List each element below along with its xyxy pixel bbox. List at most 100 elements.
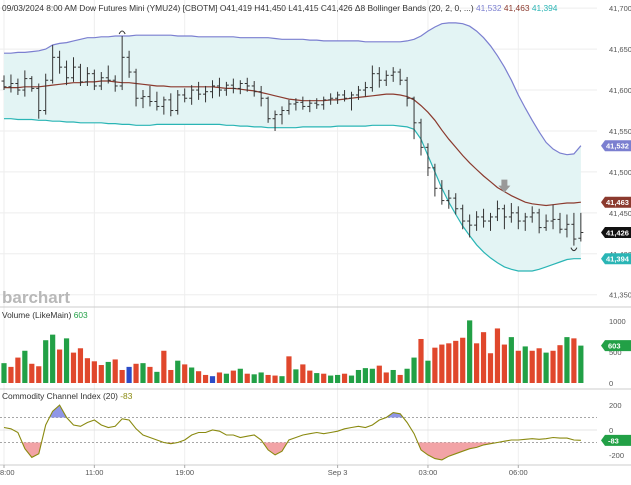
price-badge: 41,426 — [601, 227, 631, 239]
volume-bar — [341, 373, 348, 383]
volume-bar — [147, 366, 153, 383]
volume-bar — [362, 368, 368, 383]
ohlc-bar — [126, 50, 132, 78]
ohlc-bar — [189, 85, 195, 105]
x-tick-label: 06:00 — [509, 468, 528, 477]
volume-bar — [265, 374, 271, 383]
bollinger-upper-line — [4, 22, 582, 156]
volume-bar — [487, 353, 494, 383]
ohlc-bar — [29, 76, 35, 92]
volume-bar — [453, 340, 459, 383]
volume-bar — [578, 345, 584, 383]
ohlc-bar — [453, 193, 459, 215]
price-badge: 41,394 — [601, 253, 631, 265]
volume-bar — [536, 348, 542, 383]
volume-bar — [272, 375, 278, 383]
volume-bar — [501, 344, 507, 383]
ohlc-bar — [105, 65, 111, 84]
ohlc-bar — [8, 74, 14, 93]
volume-bar — [515, 350, 521, 383]
ohlc-bar — [362, 81, 368, 97]
bollinger-lower-line — [4, 118, 581, 272]
volume-bar — [105, 361, 111, 383]
ohlc-bar — [64, 60, 70, 86]
ohlc-bar — [543, 214, 549, 231]
volume-bar — [126, 366, 132, 383]
volume-bar — [209, 376, 216, 383]
price-badge: 41,532 — [601, 140, 631, 152]
header-middle-value: 41,463 — [504, 3, 532, 13]
ohlc-bar — [196, 81, 202, 100]
volume-bar — [571, 338, 577, 383]
volume-bar — [293, 369, 299, 383]
ohlc-bar — [328, 93, 334, 105]
volume-bar — [286, 356, 292, 383]
cci-tick-label: 0 — [609, 426, 613, 435]
ohlc-bar — [50, 45, 56, 84]
price-tick-label: 41,550 — [609, 127, 631, 136]
cci-oversold-fill — [22, 442, 42, 458]
cci-overbought-fill — [49, 405, 67, 418]
ohlc-bar — [383, 70, 389, 86]
volume-bar — [390, 369, 396, 383]
ohlc-bar — [22, 70, 28, 97]
price-tick-label: 41,450 — [609, 209, 631, 218]
ohlc-bar — [140, 90, 146, 109]
volume-bar — [355, 369, 362, 383]
swing-low-marker — [570, 247, 578, 252]
cci-badge-label: -83 — [608, 436, 619, 445]
volume-bar — [230, 370, 236, 383]
ohlc-bar — [369, 65, 375, 92]
cci-badge: -83 — [601, 434, 631, 446]
x-tick-label: Sep 3 — [328, 468, 348, 477]
volume-bar — [8, 366, 14, 383]
bollinger-band-fill — [4, 22, 581, 272]
bollinger-middle-line — [4, 80, 581, 207]
volume-bar — [348, 375, 355, 383]
volume-bar — [57, 349, 63, 383]
cci-panel: Commodity Channel Index (20) -83 — [0, 391, 597, 461]
ohlc-bar — [1, 75, 7, 91]
volume-bar — [397, 374, 403, 383]
ohlc-bar — [335, 91, 341, 104]
ohlc-bar — [501, 204, 507, 230]
volume-bar — [91, 361, 97, 383]
volume-bar — [112, 359, 118, 383]
ohlc-bar — [161, 96, 167, 115]
volume-bar — [369, 368, 375, 383]
volume-bar — [202, 374, 209, 383]
volume-bar — [383, 372, 389, 383]
ohlc-bar — [474, 211, 480, 231]
volume-bar — [182, 364, 188, 383]
price-tick-label: 41,600 — [609, 86, 631, 95]
volume-bar — [494, 328, 501, 383]
ohlc-bar — [564, 214, 570, 238]
header-lower-value: 41,394 — [532, 3, 558, 13]
ohlc-bar — [154, 91, 160, 111]
ohlc-bar — [460, 204, 466, 230]
ohlc-bar — [536, 208, 542, 234]
price-panel: barchart 09/03/2024 8:00 AM Dow Futures M… — [0, 0, 597, 465]
cci-header-title: Commodity Channel Index (20) — [2, 391, 120, 401]
volume-bar — [480, 332, 487, 383]
ohlc-bar — [467, 214, 473, 238]
volume-bar — [15, 357, 21, 383]
ohlc-bar — [203, 85, 209, 103]
volume-bar — [50, 334, 56, 383]
cci-oversold-fill — [262, 442, 288, 455]
volume-bar — [279, 376, 285, 383]
volume-tick-label: 0 — [609, 379, 613, 388]
volume-bar — [543, 352, 549, 383]
volume-bar — [161, 350, 167, 383]
price-tick-label: 41,700 — [609, 4, 631, 13]
x-tick-label: 19:00 — [175, 468, 194, 477]
volume-bar — [404, 368, 410, 383]
volume-bar — [84, 358, 90, 383]
ohlc-bar — [210, 80, 215, 99]
price-badge-shape — [601, 253, 631, 265]
price-badge-shape — [601, 196, 631, 208]
ohlc-bar — [182, 88, 188, 103]
ohlc-bar — [376, 67, 382, 88]
